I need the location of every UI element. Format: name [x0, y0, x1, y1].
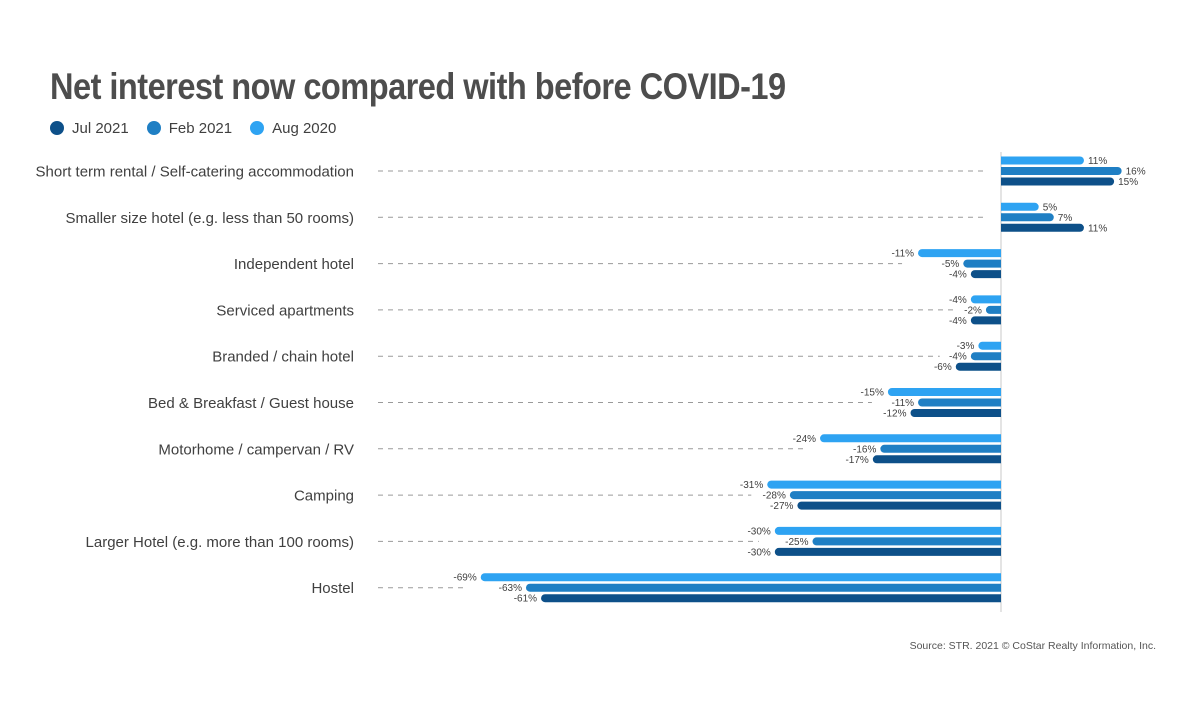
- data-label: -28%: [763, 491, 786, 502]
- category-label: Independent hotel: [234, 256, 354, 273]
- bar-aug-2020: [918, 249, 1001, 258]
- category-label: Short term rental / Self-catering accomm…: [36, 164, 354, 181]
- bar-jul-2021: [797, 501, 1001, 510]
- data-label: -12%: [883, 409, 906, 420]
- data-label: 11%: [1088, 223, 1107, 234]
- bar-feb-2021: [1001, 167, 1122, 175]
- legend-swatch-feb-2021: [146, 121, 161, 135]
- bar-jul-2021: [970, 270, 1001, 279]
- category-label: Smaller size hotel (e.g. less than 50 ro…: [66, 210, 354, 227]
- data-label: -30%: [747, 547, 770, 558]
- data-label: 5%: [1043, 202, 1058, 213]
- bar-aug-2020: [1001, 156, 1084, 165]
- data-label: -11%: [891, 249, 914, 260]
- source-note: Source: STR. 2021 © CoStar Realty Inform…: [909, 640, 1156, 652]
- bar-jul-2021: [774, 547, 1001, 556]
- bar-feb-2021: [789, 491, 1001, 500]
- category-label: Serviced apartments: [216, 302, 354, 319]
- category-label: Hostel: [311, 580, 354, 597]
- data-label: -3%: [957, 341, 975, 352]
- data-label: 16%: [1126, 167, 1146, 178]
- bar-feb-2021: [1001, 213, 1054, 222]
- data-label: -4%: [949, 295, 967, 306]
- data-label: -25%: [785, 537, 808, 548]
- bar-jul-2021: [872, 455, 1001, 464]
- category-label: Motorhome / campervan / RV: [158, 441, 354, 458]
- data-label: -11%: [891, 398, 914, 409]
- data-label: -4%: [949, 270, 967, 281]
- data-label: -31%: [740, 480, 763, 491]
- bar-jul-2021: [1001, 177, 1115, 186]
- bar-jul-2021: [955, 362, 1001, 371]
- data-label: -2%: [964, 305, 982, 316]
- data-label: -5%: [942, 259, 960, 270]
- bar-feb-2021: [812, 537, 1001, 546]
- bar-feb-2021: [963, 259, 1001, 268]
- data-label: -6%: [934, 362, 952, 373]
- legend-swatch-jul-2021: [50, 121, 64, 135]
- data-label: -15%: [861, 388, 884, 399]
- category-label: Bed & Breakfast / Guest house: [148, 395, 354, 412]
- bar-aug-2020: [978, 341, 1001, 350]
- data-label: 7%: [1058, 213, 1073, 224]
- legend-swatch-aug-2020: [250, 121, 265, 135]
- data-label: -69%: [453, 573, 476, 584]
- category-label: Larger Hotel (e.g. more than 100 rooms): [86, 534, 354, 551]
- bar-aug-2020: [774, 526, 1001, 535]
- legend: Jul 2021 Feb 2021 Aug 2020: [50, 117, 336, 139]
- bar-feb-2021: [970, 352, 1001, 361]
- bar-aug-2020: [1001, 202, 1039, 211]
- bar-feb-2021: [880, 444, 1001, 453]
- category-label: Branded / chain hotel: [212, 349, 354, 366]
- data-label: 15%: [1118, 177, 1138, 188]
- data-label: -4%: [949, 352, 967, 363]
- data-label: -27%: [770, 501, 793, 512]
- bar-aug-2020: [887, 388, 1001, 396]
- data-label: -4%: [949, 316, 967, 327]
- data-label: -61%: [514, 594, 537, 605]
- bar-feb-2021: [525, 583, 1001, 592]
- data-label: -30%: [747, 526, 770, 537]
- data-label: -16%: [853, 444, 876, 455]
- data-label: 11%: [1088, 156, 1107, 167]
- data-label: -17%: [845, 455, 868, 466]
- data-label: -63%: [499, 583, 522, 594]
- bar-aug-2020: [480, 573, 1001, 582]
- legend-item-aug-2020: Aug 2020: [250, 120, 336, 137]
- legend-label: Feb 2021: [168, 119, 233, 137]
- bar-jul-2021: [970, 316, 1001, 325]
- bar-feb-2021: [918, 398, 1001, 407]
- legend-item-feb-2021: Feb 2021: [146, 119, 233, 137]
- bar-feb-2021: [985, 305, 1001, 314]
- bar-jul-2021: [910, 409, 1001, 417]
- legend-label: Aug 2020: [272, 119, 337, 137]
- bar-jul-2021: [1001, 223, 1084, 232]
- bar-aug-2020: [767, 480, 1001, 489]
- bar-aug-2020: [970, 295, 1001, 304]
- bar-jul-2021: [541, 594, 1001, 603]
- legend-label: Jul 2021: [72, 119, 129, 137]
- data-label: -24%: [793, 434, 816, 445]
- category-label: Camping: [294, 488, 354, 505]
- legend-item-jul-2021: Jul 2021: [50, 120, 129, 137]
- bar-aug-2020: [820, 434, 1001, 443]
- chart-title: Net interest now compared with before CO…: [50, 66, 786, 107]
